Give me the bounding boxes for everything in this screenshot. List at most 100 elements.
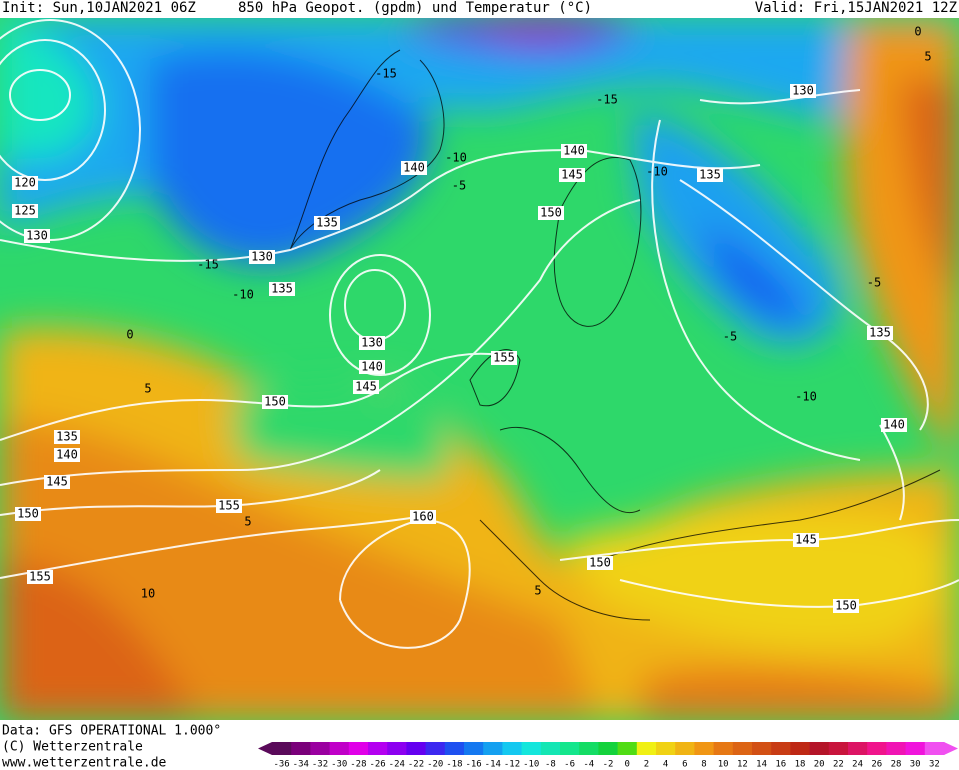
geopotential-label: 160 (412, 510, 434, 524)
colorbar-cell (483, 742, 503, 755)
colorbar-cell (406, 742, 427, 755)
colorbar-label: -12 (504, 760, 520, 770)
colorbar-label: -6 (564, 760, 575, 770)
colorbar-cell (656, 742, 676, 755)
label-box (538, 206, 564, 220)
geopotential-label: 140 (563, 144, 585, 158)
colorbar-cell (828, 742, 849, 755)
colorbar-label: -2 (603, 760, 614, 770)
geopotential-label: 155 (493, 351, 515, 365)
label-box (561, 144, 587, 158)
colorbar-label: 26 (871, 760, 882, 770)
colorbar-label: 8 (701, 760, 706, 770)
colorbar-label: 28 (891, 760, 902, 770)
colorbar-label: 14 (756, 760, 767, 770)
label-box (249, 250, 275, 264)
colorbar-cell (444, 742, 465, 755)
color-scale: -36 -34 -32 -30 -28 -26 -24 -22 -20 -18 -16 -14 -12-… (258, 742, 958, 770)
colorbar-cell (272, 742, 292, 755)
colorbar-label: 16 (775, 760, 786, 770)
colorbar-cell (732, 742, 753, 755)
colorbar-cell (560, 742, 580, 755)
label-box (12, 176, 38, 190)
colorbar-label: -22 (408, 760, 424, 770)
label-box (27, 570, 53, 584)
temperature-label: 5 (924, 50, 931, 64)
colorbar-cell (790, 742, 811, 755)
colorbar-cell (924, 742, 945, 755)
temperature-label: 5 (534, 584, 541, 598)
label-box (833, 599, 859, 613)
colorbar-label: 18 (795, 760, 806, 770)
label-box (314, 216, 340, 230)
colorbar-cell (598, 742, 619, 755)
colorbar-cell (329, 742, 350, 755)
colorbar-cell (675, 742, 695, 755)
colorbar-label: -10 (523, 760, 539, 770)
colorbar-label: 6 (682, 760, 687, 770)
temperature-label: 0 (126, 328, 133, 342)
label-box (54, 430, 80, 444)
geopotential-label: 140 (403, 161, 425, 175)
temperature-field (0, 18, 959, 720)
colorbar-label: 22 (833, 760, 844, 770)
label-box (793, 533, 819, 547)
geopotential-label: 145 (355, 380, 377, 394)
label-box (359, 360, 385, 374)
colorbar-label: 4 (663, 760, 668, 770)
colorbar-cell (771, 742, 791, 755)
colorbar-label: -36 (273, 760, 289, 770)
colorbar-cell (387, 742, 407, 755)
init-time: Init: Sun,10JAN2021 06Z (2, 0, 196, 16)
colorbar-cell (886, 742, 907, 755)
temperature-label: -5 (452, 179, 466, 193)
temperature-label: 5 (144, 382, 151, 396)
temperature-label: -15 (596, 93, 618, 107)
temperature-label: 5 (244, 515, 251, 529)
colorbar-label: -30 (331, 760, 347, 770)
label-box (54, 448, 80, 462)
geopotential-label: 125 (14, 204, 36, 218)
colorbar-label: -18 (446, 760, 462, 770)
geopotential-label: 150 (540, 206, 562, 220)
colorbar-cell (809, 742, 830, 755)
label-box (587, 556, 613, 570)
geopotential-label: 140 (361, 360, 383, 374)
colorbar-cell (348, 742, 369, 755)
geopotential-label: 135 (316, 216, 338, 230)
colorbar-cell (579, 742, 599, 755)
label-box (410, 510, 436, 524)
geopotential-label: 145 (561, 168, 583, 182)
colorbar-label: -14 (485, 760, 501, 770)
website: www.wetterzentrale.de (2, 756, 167, 770)
colorbar-cell (713, 742, 734, 755)
colorbar-label: -20 (427, 760, 443, 770)
colorbar-cell (310, 742, 331, 755)
colorbar-cell (867, 742, 887, 755)
map-title: 850 hPa Geopot. (gpdm) und Temperatur (°… (238, 0, 592, 16)
label-box (881, 418, 907, 432)
geopotential-label: 155 (218, 499, 240, 513)
colorbar-cell (425, 742, 446, 755)
copyright: (C) Wetterzentrale (2, 740, 143, 755)
temperature-label: -10 (795, 390, 817, 404)
data-source: Data: GFS OPERATIONAL 1.000° (2, 724, 221, 739)
label-box (401, 161, 427, 175)
geopotential-label: 135 (699, 168, 721, 182)
geopotential-label: 145 (795, 533, 817, 547)
colorbar-arrow-low (258, 742, 272, 755)
colorbar-label: -24 (389, 760, 405, 770)
label-box (790, 84, 816, 98)
colorbar-cell (540, 742, 561, 755)
geopotential-label: 130 (251, 250, 273, 264)
colorbar-label: 2 (644, 760, 649, 770)
colorbar-cell (368, 742, 388, 755)
label-box (491, 351, 517, 365)
colorbar-cell (752, 742, 772, 755)
temperature-label: -15 (197, 258, 219, 272)
geopotential-label: 135 (271, 282, 293, 296)
geopotential-label: 135 (56, 430, 78, 444)
temperature-label: -5 (867, 276, 881, 290)
colorbar-label: -16 (465, 760, 481, 770)
